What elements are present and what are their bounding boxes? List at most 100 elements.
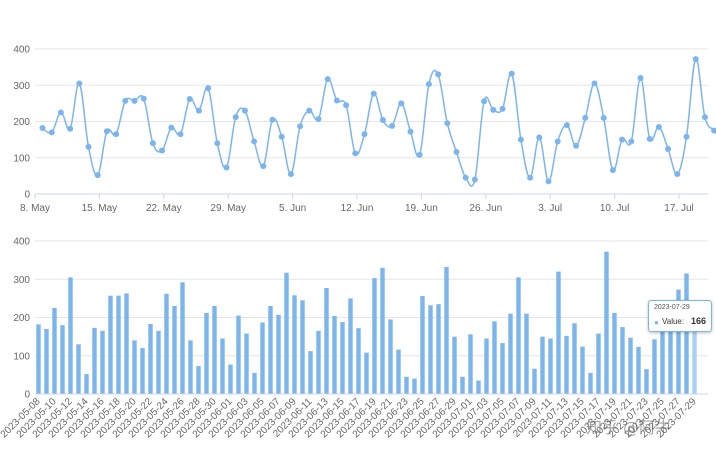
- bar: [356, 328, 361, 394]
- line-x-tick-label: 26. Jun: [469, 203, 502, 214]
- line-point: [361, 131, 368, 138]
- bar-y-tick-label: 200: [13, 313, 30, 324]
- bar: [548, 338, 553, 394]
- bar: [268, 306, 273, 394]
- line-point: [701, 114, 708, 121]
- line-point: [223, 164, 230, 171]
- data-tooltip: 2023-07-29 ● Value: 166: [648, 300, 712, 332]
- line-point: [379, 117, 386, 124]
- line-point: [389, 122, 396, 129]
- line-point: [407, 128, 414, 135]
- bar-y-tick-label: 400: [13, 237, 30, 248]
- bar: [420, 296, 425, 394]
- line-point: [315, 115, 322, 122]
- bar: [244, 333, 249, 394]
- line-point: [665, 146, 672, 153]
- line-point: [628, 138, 635, 145]
- line-point: [205, 85, 212, 92]
- bar-y-tick-label: 100: [13, 351, 30, 362]
- line-point: [398, 100, 405, 107]
- line-point: [94, 172, 101, 179]
- line-point: [435, 71, 442, 78]
- bar: [76, 344, 81, 394]
- line-point: [453, 148, 460, 155]
- bar: [364, 352, 369, 394]
- line-point: [563, 122, 570, 129]
- bar: [484, 338, 489, 394]
- bar: [428, 305, 433, 394]
- bar: [372, 278, 377, 394]
- bar: [540, 336, 545, 394]
- line-point: [149, 140, 156, 147]
- bar: [412, 378, 417, 394]
- bar: [116, 295, 121, 394]
- line-point: [582, 114, 589, 121]
- line-point: [609, 167, 616, 174]
- line-point: [462, 174, 469, 181]
- line-point: [177, 131, 184, 138]
- tooltip-series-dot-icon: ●: [654, 318, 659, 327]
- line-point: [619, 136, 626, 143]
- line-point: [122, 97, 129, 104]
- bar: [508, 313, 513, 394]
- line-point: [131, 97, 138, 104]
- line-point: [195, 107, 202, 114]
- bar: [500, 343, 505, 394]
- line-point: [471, 176, 478, 183]
- line-point: [324, 76, 331, 83]
- bar: [44, 328, 49, 394]
- bar: [380, 267, 385, 394]
- bar-y-tick-label: 300: [13, 275, 30, 286]
- line-x-tick-label: 15. May: [82, 203, 118, 214]
- bar: [108, 295, 113, 394]
- bar: [444, 267, 449, 394]
- bar: [260, 322, 265, 394]
- line-point: [545, 178, 552, 185]
- bar: [596, 333, 601, 394]
- bar: [164, 293, 169, 394]
- line-point: [76, 80, 83, 87]
- line-point: [278, 133, 285, 140]
- bar: [684, 273, 689, 394]
- bar: [92, 327, 97, 394]
- bar: [452, 336, 457, 394]
- line-series-path: [42, 58, 716, 188]
- line-point: [241, 107, 248, 114]
- bar: [196, 366, 201, 394]
- line-point: [692, 56, 699, 63]
- line-point: [554, 138, 561, 145]
- line-point: [499, 105, 506, 112]
- bar: [572, 323, 577, 394]
- line-point: [39, 125, 46, 132]
- bar: [228, 364, 233, 394]
- bar: [644, 369, 649, 394]
- bar: [300, 300, 305, 394]
- bar: [132, 340, 137, 394]
- bar: [468, 334, 473, 394]
- bar: [388, 319, 393, 394]
- line-point: [287, 171, 294, 178]
- line-x-tick-label: 22. May: [146, 203, 182, 214]
- tooltip-label: Value:: [662, 317, 685, 326]
- line-point: [352, 150, 359, 157]
- watermark: 知乎 @阿牛: [586, 418, 672, 437]
- bar: [84, 374, 89, 394]
- bar: [324, 288, 329, 394]
- line-point: [260, 163, 267, 170]
- bar: [588, 372, 593, 394]
- bar: [332, 315, 337, 394]
- line-point: [655, 123, 662, 130]
- line-point: [48, 129, 55, 136]
- line-point: [168, 124, 175, 131]
- bar: [308, 351, 313, 394]
- tooltip-date: 2023-07-29: [654, 304, 690, 311]
- bar: [220, 338, 225, 394]
- line-x-tick-label: 10. Jul: [600, 203, 629, 214]
- bar: [492, 321, 497, 394]
- bar: [348, 298, 353, 394]
- line-point: [683, 133, 690, 140]
- bar: [340, 322, 345, 394]
- bar: [660, 312, 665, 394]
- bar: [652, 339, 657, 394]
